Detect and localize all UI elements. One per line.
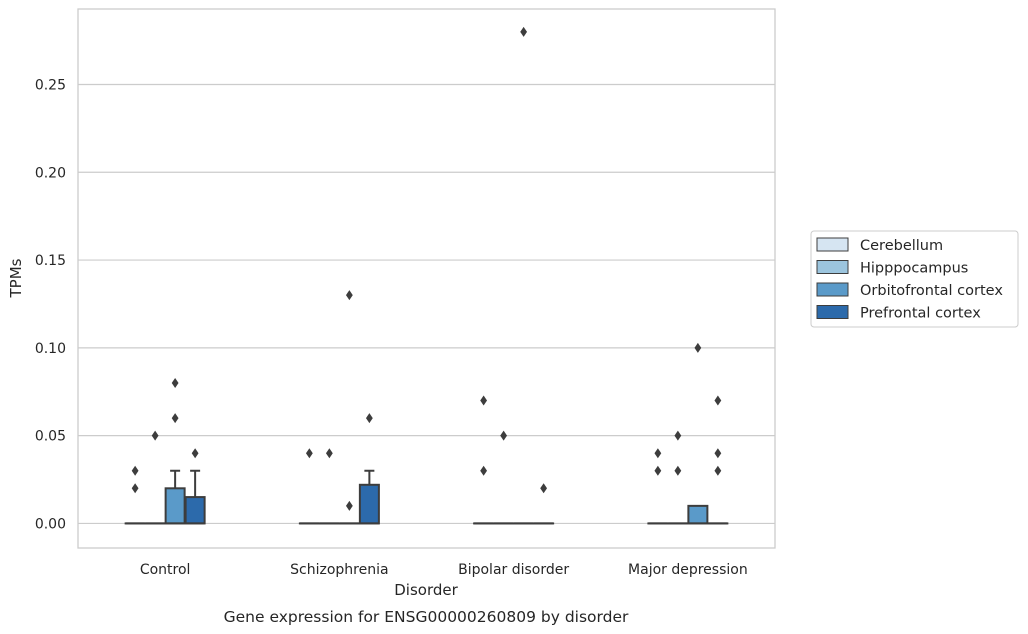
outlier-point	[191, 448, 199, 459]
outlier-point	[714, 448, 722, 459]
box	[358, 413, 380, 525]
box-body	[184, 496, 206, 525]
x-tick-labels: Control Schizophrenia Bipolar disorder Majo…	[140, 562, 748, 578]
outlier-point	[345, 290, 353, 301]
box	[493, 430, 515, 525]
x-tick-label: Schizophrenia	[290, 562, 388, 578]
legend-label: Prefrontal cortex	[860, 306, 981, 322]
plot-area-frame	[77, 8, 776, 549]
outlier-point	[714, 395, 722, 406]
box	[513, 26, 535, 525]
outlier-point	[305, 448, 313, 459]
legend: Cerebellum Hipppocampus Orbitofrontal cort…	[810, 230, 1019, 328]
outlier-point	[151, 430, 159, 441]
outlier-point	[325, 448, 333, 459]
y-tick-label: 0.00	[35, 516, 66, 532]
box	[318, 448, 340, 525]
outlier-point	[171, 377, 179, 388]
x-tick-label: Control	[140, 562, 191, 578]
outlier-point	[654, 465, 662, 476]
outlier-point	[674, 465, 682, 476]
y-tick-label: 0.20	[35, 165, 66, 181]
box	[144, 430, 166, 525]
outlier-point	[500, 430, 508, 441]
series-orbitofrontal-cortex	[164, 26, 709, 525]
legend-label: Orbitofrontal cortex	[860, 283, 1003, 299]
legend-swatch	[816, 282, 849, 297]
box	[473, 395, 495, 525]
box	[667, 430, 689, 525]
outlier-point	[674, 430, 682, 441]
outlier-point	[131, 465, 139, 476]
legend-item: Prefrontal cortex	[816, 305, 981, 322]
legend-swatch	[816, 260, 849, 274]
series-hipppocampus	[144, 430, 689, 525]
y-axis-label: TPMs	[7, 258, 25, 298]
y-tick-label: 0.10	[35, 341, 66, 357]
outlier-point	[694, 342, 702, 353]
box	[164, 377, 186, 525]
legend-item: Cerebellum	[816, 237, 943, 254]
outlier-point	[480, 465, 488, 476]
box	[647, 448, 669, 525]
outlier-point	[714, 465, 722, 476]
box-body	[358, 483, 380, 525]
box-body	[164, 487, 186, 525]
outlier-point	[131, 483, 139, 494]
legend-item: Hipppocampus	[816, 260, 968, 277]
outlier-point	[540, 483, 548, 494]
box	[687, 342, 709, 525]
legend-swatch	[816, 305, 849, 319]
x-tick-label: Major depression	[628, 562, 748, 578]
legend-frame	[810, 230, 1019, 328]
box	[338, 290, 360, 525]
series-prefrontal-cortex	[184, 395, 729, 525]
box	[298, 448, 320, 525]
chart-caption: Gene expression for ENSG00000260809 by d…	[224, 608, 629, 626]
outlier-point	[345, 500, 353, 511]
outlier-point	[171, 413, 179, 424]
x-tick-label: Bipolar disorder	[458, 562, 569, 578]
series-cerebellum	[124, 395, 669, 525]
outlier-point	[520, 26, 528, 37]
box	[184, 448, 206, 525]
y-tick-label: 0.15	[35, 253, 66, 269]
box	[707, 395, 729, 525]
gridlines	[78, 83, 775, 525]
legend-swatch	[816, 237, 849, 252]
y-tick-label: 0.25	[35, 77, 66, 93]
x-axis-label: Disorder	[394, 581, 458, 599]
box	[533, 483, 555, 525]
legend-label: Hipppocampus	[860, 261, 968, 277]
box-body	[687, 504, 709, 525]
legend-item: Orbitofrontal cortex	[816, 282, 1003, 299]
legend-label: Cerebellum	[860, 238, 943, 254]
outlier-point	[365, 413, 373, 424]
y-tick-labels: 0.00 0.05 0.10 0.15 0.20 0.25	[35, 77, 66, 532]
y-tick-label: 0.05	[35, 429, 66, 445]
outlier-point	[654, 448, 662, 459]
box-series	[124, 26, 729, 525]
box	[124, 465, 146, 525]
outlier-point	[480, 395, 488, 406]
